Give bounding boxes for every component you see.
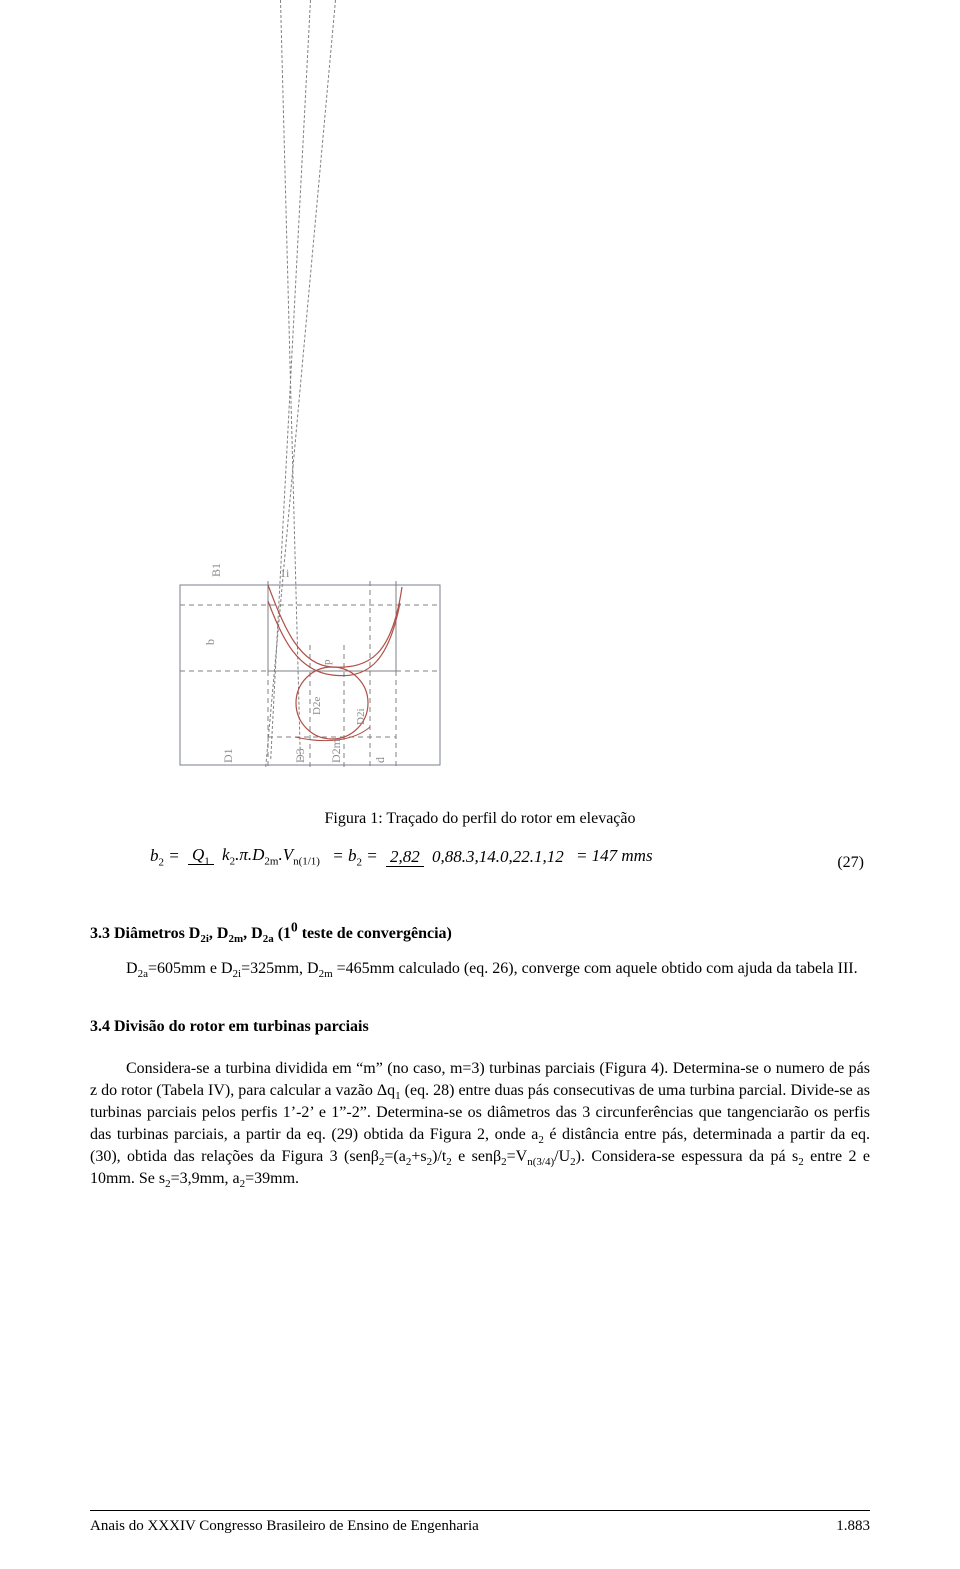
- eq-frac1: Q1 k2.π.D2m.Vn(1/1): [184, 846, 328, 868]
- footer-right: 1.883: [836, 1518, 870, 1535]
- label-D2m: D2m: [329, 738, 343, 763]
- eq-frac2: 2,82 0,88.3,14.0,22.1,12: [382, 848, 572, 866]
- eq-b2: b2: [150, 846, 164, 865]
- page: B1 1i b D1 D3 D2e D2m D2i d p Figura 1: …: [0, 0, 960, 1569]
- figure-rotor-profile: B1 1i b D1 D3 D2e D2m D2i d p: [160, 495, 460, 795]
- label-1i: 1i: [280, 566, 290, 580]
- figure-svg: B1 1i b D1 D3 D2e D2m D2i d p: [160, 495, 460, 795]
- equation-number: (27): [837, 854, 864, 872]
- section-3-4-body: Considera-se a turbina dividida em “m” (…: [90, 1058, 870, 1190]
- section-3-4-heading: 3.4 Divisão do rotor em turbinas parciai…: [90, 1018, 369, 1036]
- label-p: p: [321, 659, 333, 665]
- label-d: d: [373, 757, 387, 763]
- label-D2e: D2e: [311, 697, 323, 715]
- figure-caption: Figura 1: Traçado do perfil do rotor em …: [0, 810, 960, 828]
- equation-27: b2 = Q1 k2.π.D2m.Vn(1/1) = b2 = 2,82 0,8…: [150, 846, 653, 868]
- label-b: b: [203, 639, 217, 645]
- section-3-3-body: D2a=605mm e D2i=325mm, D2m =465mm calcul…: [90, 958, 870, 980]
- section-3-3-heading: 3.3 Diâmetros D2i, D2m, D2a (10 teste de…: [90, 920, 452, 943]
- label-D2i: D2i: [355, 709, 367, 726]
- footer-rule: [90, 1510, 870, 1511]
- label-D1: D1: [221, 748, 235, 763]
- label-B1: B1: [209, 563, 223, 577]
- label-D3: D3: [293, 748, 307, 763]
- footer-left: Anais do XXXIV Congresso Brasileiro de E…: [90, 1518, 479, 1535]
